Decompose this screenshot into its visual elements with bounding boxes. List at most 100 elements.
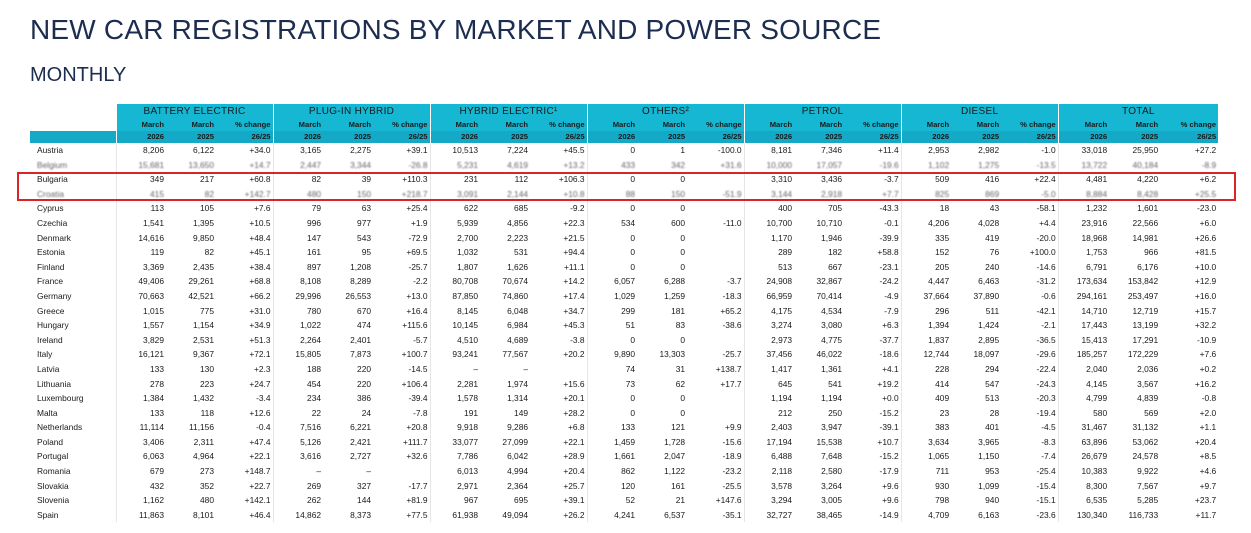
table-cell: +12.9 xyxy=(1194,276,1217,287)
column-year: 26/25 xyxy=(687,131,745,143)
table-cell: +22.1 xyxy=(563,436,585,447)
table-cell: 29,261 xyxy=(188,276,214,287)
table-cell: 1,601 xyxy=(1137,203,1159,214)
table-cell: 15,538 xyxy=(816,436,843,447)
table-cell: +31.0 xyxy=(249,305,271,316)
table-cell: 1,417 xyxy=(743,361,795,377)
table-cell: 289 xyxy=(743,245,795,260)
table-row: Bulgaria 349 217 +60.8 82 39 +110.3 231 112 +106.… xyxy=(30,172,1218,187)
table-cell: 42,521 xyxy=(188,290,214,301)
table-cell: 511 xyxy=(985,305,1000,316)
table-cell: 4,447 xyxy=(900,274,952,289)
table-cell: 130 xyxy=(200,363,214,374)
table-cell: 278 xyxy=(115,376,166,392)
table-cell: 1,974 xyxy=(507,378,529,389)
table-cell: 10,700 xyxy=(743,215,795,231)
table-row: Germany 70,663 42,521 +66.2 29,996 26,553 +13.… xyxy=(30,288,1218,304)
table-cell: +25.5 xyxy=(1194,188,1217,199)
table-cell: 10,710 xyxy=(816,217,843,228)
column-label: % change xyxy=(530,119,588,131)
column-year: 2025 xyxy=(323,131,374,143)
table-cell: +17.4 xyxy=(563,290,585,301)
group-header: PLUG-IN HYBRID xyxy=(272,104,431,119)
table-cell: 966 xyxy=(1144,247,1159,258)
column-year: 26/25 xyxy=(373,131,431,143)
table-cell: 3,005 xyxy=(821,495,843,506)
table-cell: -0.8 xyxy=(1201,393,1217,404)
table-cell: 679 xyxy=(115,464,166,479)
table-cell: 775 xyxy=(200,305,214,316)
table-cell: 73 xyxy=(586,376,638,392)
table-row: Croatia 415 82 +142.7 480 150 +218.7 3,091 2,144… xyxy=(30,186,1218,202)
table-cell xyxy=(687,406,744,421)
table-cell: 6,537 xyxy=(664,509,686,520)
table-cell: 3,274 xyxy=(743,318,795,333)
table-cell: +22.1 xyxy=(249,451,271,462)
table-cell: 217 xyxy=(200,174,214,185)
table-cell: +28.9 xyxy=(563,451,585,462)
table-cell: 513 xyxy=(985,393,1000,404)
table-cell: +106.4 xyxy=(401,378,428,389)
table-cell: +65.2 xyxy=(720,305,742,316)
table-cell: 2,040 xyxy=(1057,361,1110,377)
table-cell: 8,108 xyxy=(272,274,324,289)
table-cell: 4,856 xyxy=(507,217,529,228)
table-cell: -3.7 xyxy=(727,276,742,287)
table-cell: 3,406 xyxy=(115,434,166,450)
table-cell: -15.2 xyxy=(879,407,899,418)
table-cell: 11,114 xyxy=(115,420,166,435)
table-cell: 897 xyxy=(272,259,324,275)
table-cell: 9,918 xyxy=(429,420,481,435)
table-cell: 3,264 xyxy=(821,480,843,491)
table-row: Portugal 6,063 4,964 +22.1 3,616 2,727 +32.6 7,… xyxy=(30,449,1218,465)
table-cell xyxy=(687,245,744,260)
table-cell: 33,018 xyxy=(1057,143,1110,158)
table-cell: 2,401 xyxy=(350,334,372,345)
column-label: % change xyxy=(844,119,902,131)
country-name: Malta xyxy=(37,407,58,418)
group-header: TOTAL xyxy=(1057,104,1219,119)
table-cell: +111.7 xyxy=(402,436,428,447)
table-cell: 825 xyxy=(900,186,952,202)
table-cell: 711 xyxy=(900,464,952,479)
table-cell: 133 xyxy=(586,420,638,435)
table-cell: 1,194 xyxy=(821,393,843,404)
table-cell: 147 xyxy=(272,230,324,246)
table-cell: 26,553 xyxy=(345,290,372,301)
column-label: March xyxy=(743,119,795,131)
table-cell: -23.1 xyxy=(879,261,899,272)
table-cell: 8,884 xyxy=(1057,186,1110,202)
table-cell: 77,567 xyxy=(502,349,529,360)
table-cell: 31,467 xyxy=(1057,420,1110,435)
table-cell: 3,567 xyxy=(1137,378,1159,389)
table-cell: 2,953 xyxy=(900,143,952,158)
table-cell: -72.9 xyxy=(408,232,428,243)
table-cell: 17,194 xyxy=(743,434,795,450)
table-cell: +8.5 xyxy=(1199,451,1217,462)
table-cell: 13,722 xyxy=(1057,157,1110,173)
table-cell: 15,413 xyxy=(1057,332,1110,348)
column-year: 2025 xyxy=(1109,131,1161,143)
table-cell: -4.5 xyxy=(1041,422,1056,433)
table-cell: 11,863 xyxy=(115,507,166,523)
table-cell: 7,648 xyxy=(821,451,843,462)
table-cell xyxy=(687,260,744,275)
country-name: Slovenia xyxy=(37,495,70,506)
table-cell: +34.7 xyxy=(563,305,585,316)
column-year: 26/25 xyxy=(530,131,588,143)
table-cell: +148.7 xyxy=(244,466,271,477)
table-cell: -15.1 xyxy=(1036,495,1056,506)
table-cell: +81.9 xyxy=(406,495,428,506)
column-label: % change xyxy=(216,119,274,131)
table-cell: +45.5 xyxy=(563,145,585,155)
table-cell: 1,661 xyxy=(586,449,638,465)
table-cell: +0.2 xyxy=(1199,363,1217,374)
table-cell: 2,895 xyxy=(978,334,1000,345)
table-cell: 231 xyxy=(429,172,481,187)
table-cell: 70,674 xyxy=(502,276,529,287)
table-cell: 1,728 xyxy=(664,436,686,447)
table-cell: 188 xyxy=(272,361,324,377)
table-cell: 695 xyxy=(514,495,529,506)
table-cell: 1,578 xyxy=(429,391,481,406)
column-label: March xyxy=(115,119,166,131)
